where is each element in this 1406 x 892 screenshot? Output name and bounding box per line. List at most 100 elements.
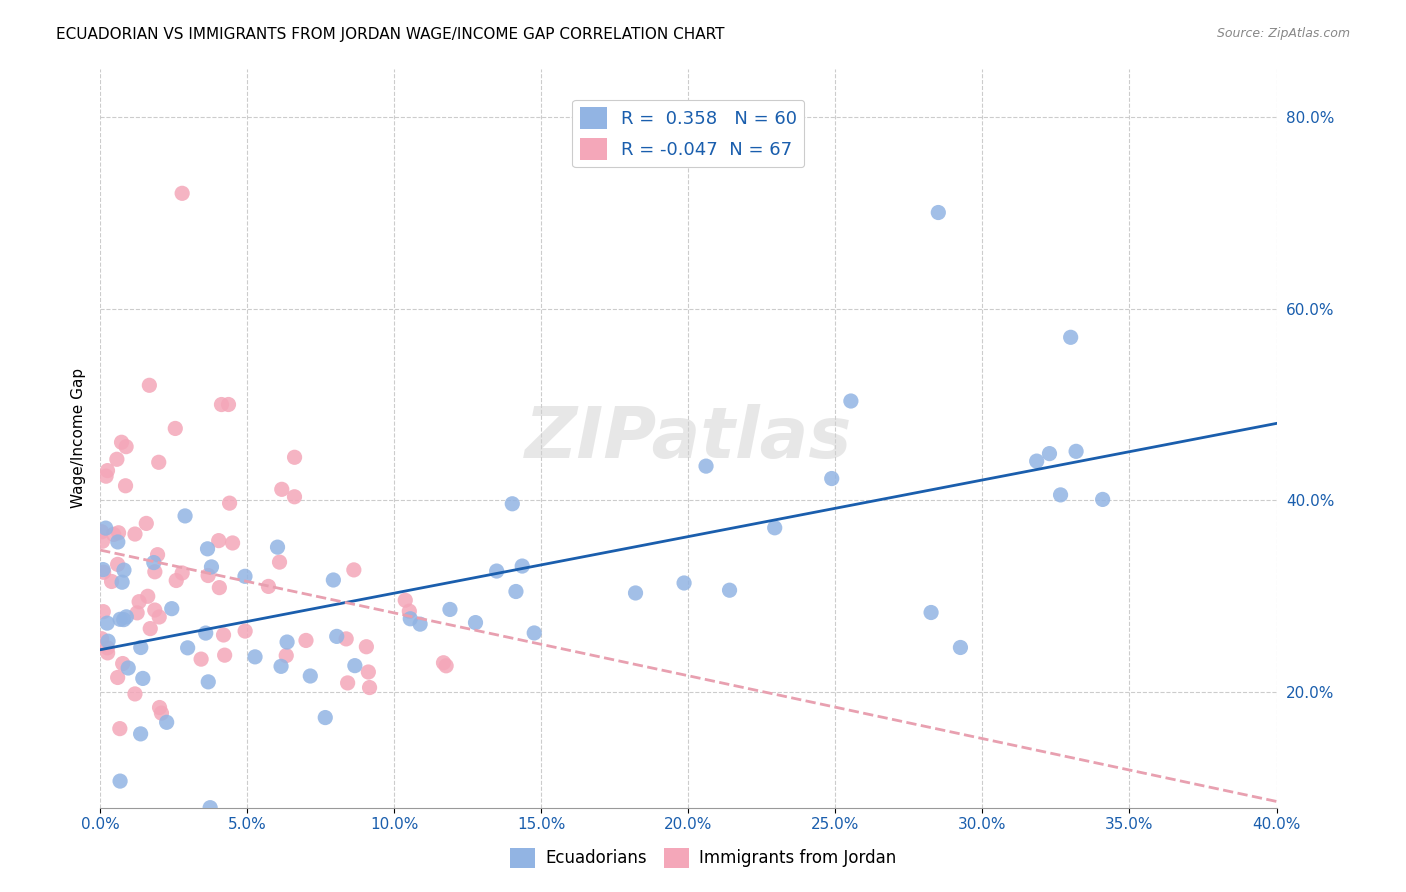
Text: ECUADORIAN VS IMMIGRANTS FROM JORDAN WAGE/INCOME GAP CORRELATION CHART: ECUADORIAN VS IMMIGRANTS FROM JORDAN WAG… (56, 27, 724, 42)
Point (108, 612, 131, 626)
Point (501, 497, 523, 511)
Point (357, 665, 380, 679)
Point (949, 640, 972, 655)
Point (108, 722, 131, 736)
Point (243, 649, 266, 664)
Point (624, 586, 647, 600)
Point (172, 186, 194, 201)
Point (128, 595, 150, 609)
Point (146, 548, 169, 562)
Point (409, 617, 432, 632)
Point (335, 632, 357, 646)
Point (172, 566, 194, 580)
Point (108, 774, 131, 789)
Point (198, 800, 221, 814)
Point (124, 527, 146, 541)
Point (91, 605, 114, 619)
Point (111, 575, 134, 590)
Point (218, 496, 240, 510)
Point (763, 521, 786, 535)
Point (927, 205, 949, 219)
Point (200, 560, 222, 574)
Point (359, 681, 381, 695)
Point (138, 378, 160, 392)
Point (283, 450, 305, 465)
Point (1059, 330, 1081, 344)
Point (718, 583, 741, 598)
Point (432, 656, 454, 670)
Point (194, 626, 217, 640)
Point (1049, 488, 1071, 502)
Point (276, 648, 298, 663)
Point (439, 602, 461, 616)
Point (1038, 447, 1060, 461)
Point (96, 640, 118, 655)
Point (1025, 454, 1047, 468)
Point (139, 622, 162, 636)
Point (94, 469, 117, 483)
Point (100, 574, 122, 589)
Point (221, 536, 243, 550)
Point (283, 490, 305, 504)
Point (117, 661, 139, 675)
Point (233, 624, 256, 638)
Point (132, 672, 155, 686)
Point (485, 564, 508, 578)
Point (143, 565, 166, 579)
Point (270, 659, 292, 673)
Point (115, 610, 138, 624)
Point (394, 593, 416, 607)
Point (197, 541, 219, 556)
Point (111, 657, 134, 671)
Legend: R =  0.358   N = 60, R = -0.047  N = 67: R = 0.358 N = 60, R = -0.047 N = 67 (572, 100, 804, 168)
Point (356, 640, 378, 654)
Point (174, 508, 197, 523)
Point (90, 632, 112, 646)
Point (107, 535, 129, 549)
Point (107, 670, 129, 684)
Point (150, 706, 173, 720)
Point (143, 603, 166, 617)
Point (523, 626, 546, 640)
Point (112, 613, 135, 627)
Point (94, 521, 117, 535)
Point (148, 455, 170, 469)
Point (434, 658, 457, 673)
Y-axis label: Wage/Income Gap: Wage/Income Gap (72, 368, 86, 508)
Point (399, 612, 422, 626)
Point (673, 576, 696, 591)
Point (276, 635, 298, 649)
Point (110, 435, 132, 450)
Point (325, 629, 347, 643)
Point (148, 700, 170, 714)
Point (208, 533, 231, 548)
Point (270, 483, 292, 497)
Point (218, 397, 240, 411)
Point (129, 640, 152, 655)
Point (269, 555, 291, 569)
Point (114, 479, 136, 493)
Point (695, 459, 717, 474)
Point (920, 606, 942, 620)
Text: Source: ZipAtlas.com: Source: ZipAtlas.com (1216, 27, 1350, 40)
Point (160, 601, 183, 615)
Point (136, 589, 159, 603)
Point (93, 566, 115, 580)
Point (510, 559, 533, 574)
Point (105, 452, 128, 467)
Point (103, 527, 125, 541)
Point (212, 628, 235, 642)
Point (148, 610, 170, 624)
Point (91, 534, 114, 549)
Point (314, 710, 336, 724)
Point (115, 440, 138, 454)
Point (343, 563, 366, 577)
Point (1064, 444, 1087, 458)
Point (135, 516, 157, 531)
Point (505, 584, 527, 599)
Point (165, 574, 187, 588)
Point (107, 558, 129, 572)
Point (208, 581, 231, 595)
Point (1091, 492, 1114, 507)
Point (165, 421, 187, 435)
